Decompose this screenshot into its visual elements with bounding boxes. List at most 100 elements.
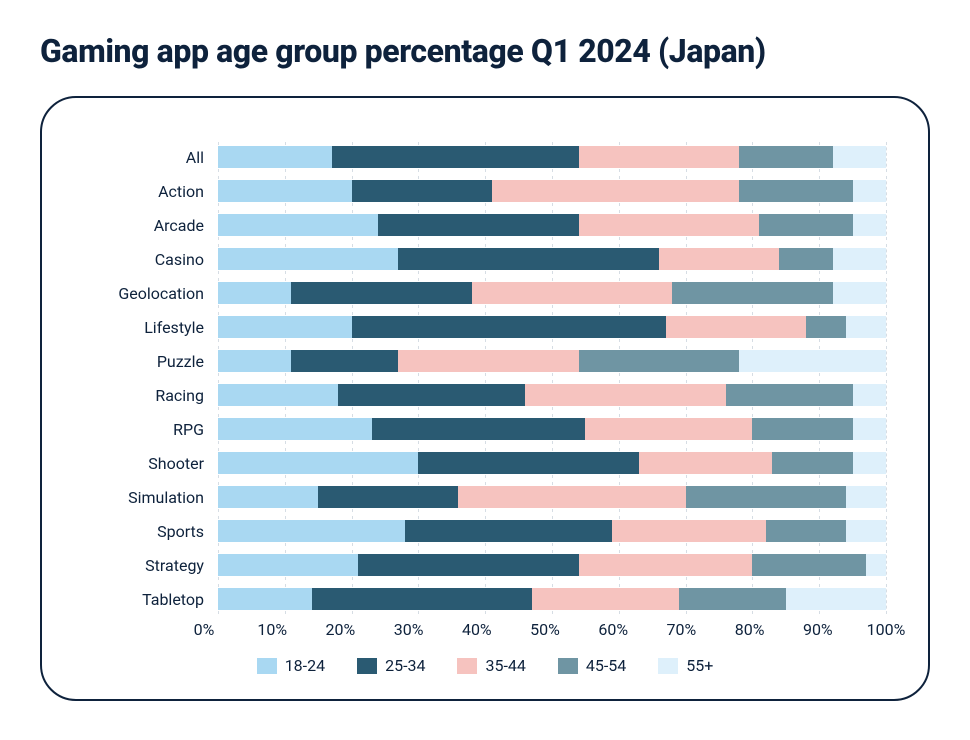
- stacked-bar: [218, 384, 886, 406]
- legend-item: 18-24: [257, 656, 325, 675]
- bar-segment-45-54: [759, 214, 853, 236]
- bar-segment-18-24: [218, 214, 378, 236]
- row-label: Geolocation: [84, 284, 218, 303]
- bar-segment-25-34: [418, 452, 638, 474]
- legend-label: 18-24: [285, 656, 325, 675]
- stacked-bar: [218, 486, 886, 508]
- legend-label: 45-54: [586, 656, 626, 675]
- bar-segment-35-44: [579, 554, 753, 576]
- row-label: Action: [84, 182, 218, 201]
- bar-segment-55+: [833, 248, 886, 270]
- bar-segment-25-34: [318, 486, 458, 508]
- bar-segment-35-44: [525, 384, 725, 406]
- row-label: Lifestyle: [84, 318, 218, 337]
- legend-swatch: [457, 658, 477, 674]
- stacked-bar: [218, 214, 886, 236]
- row-label: Simulation: [84, 488, 218, 507]
- x-tick: 80%: [735, 620, 765, 639]
- row-track: [218, 214, 886, 236]
- x-tick: 70%: [667, 620, 697, 639]
- chart-area: All Action Arcade Casino Geolocation Lifestyl…: [84, 144, 886, 675]
- bar-segment-55+: [739, 350, 886, 372]
- bar-segment-45-54: [766, 520, 846, 542]
- chart-row: Racing: [84, 382, 886, 408]
- bar-segment-18-24: [218, 452, 418, 474]
- bar-segment-45-54: [726, 384, 853, 406]
- bar-segment-55+: [866, 554, 886, 576]
- stacked-bar: [218, 350, 886, 372]
- stacked-bar: [218, 554, 886, 576]
- stacked-bar: [218, 520, 886, 542]
- x-tick: 60%: [598, 620, 628, 639]
- chart-row: Simulation: [84, 484, 886, 510]
- row-track: [218, 520, 886, 542]
- legend-swatch: [658, 658, 678, 674]
- bar-segment-25-34: [312, 588, 532, 610]
- row-track: [218, 452, 886, 474]
- bar-segment-35-44: [612, 520, 766, 542]
- row-track: [218, 316, 886, 338]
- bar-segment-55+: [853, 214, 886, 236]
- chart-row: Strategy: [84, 552, 886, 578]
- chart-card: All Action Arcade Casino Geolocation Lifestyl…: [40, 96, 930, 701]
- row-label: Casino: [84, 250, 218, 269]
- legend-item: 35-44: [457, 656, 525, 675]
- row-track: [218, 180, 886, 202]
- bar-segment-25-34: [405, 520, 612, 542]
- chart-row: Lifestyle: [84, 314, 886, 340]
- row-label: Arcade: [84, 216, 218, 235]
- x-tick: 40%: [462, 620, 492, 639]
- row-track: [218, 486, 886, 508]
- bar-segment-55+: [853, 180, 886, 202]
- bar-segment-18-24: [218, 520, 405, 542]
- bar-segment-25-34: [352, 180, 492, 202]
- chart-title: Gaming app age group percentage Q1 2024 …: [40, 32, 930, 70]
- bar-segment-18-24: [218, 180, 352, 202]
- x-tick: 90%: [803, 620, 833, 639]
- bar-segment-55+: [786, 588, 886, 610]
- row-label: All: [84, 148, 218, 167]
- bar-segment-35-44: [585, 418, 752, 440]
- legend-label: 35-44: [485, 656, 525, 675]
- bar-segment-45-54: [779, 248, 832, 270]
- x-axis: 0%10%20%30%40%50%60%70%80%90%100%: [204, 620, 886, 642]
- bar-segment-25-34: [332, 146, 579, 168]
- bar-segment-45-54: [752, 554, 866, 576]
- bar-segment-25-34: [352, 316, 666, 338]
- legend-item: 45-54: [558, 656, 626, 675]
- chart-row: All: [84, 144, 886, 170]
- bar-segment-55+: [846, 486, 886, 508]
- bar-segment-18-24: [218, 554, 358, 576]
- bar-segment-25-34: [338, 384, 525, 406]
- legend-item: 25-34: [357, 656, 425, 675]
- x-tick: 0%: [194, 620, 215, 639]
- bar-segment-18-24: [218, 350, 291, 372]
- legend-label: 25-34: [385, 656, 425, 675]
- legend: 18-2425-3435-4445-5455+: [84, 656, 886, 675]
- bar-segment-18-24: [218, 418, 372, 440]
- row-label: Shooter: [84, 454, 218, 473]
- bar-segment-45-54: [679, 588, 786, 610]
- row-label: Puzzle: [84, 352, 218, 371]
- stacked-bar: [218, 282, 886, 304]
- bar-segment-35-44: [458, 486, 685, 508]
- bar-segment-18-24: [218, 282, 291, 304]
- x-axis-row: 0%10%20%30%40%50%60%70%80%90%100%: [84, 620, 886, 642]
- bar-segment-45-54: [672, 282, 832, 304]
- legend-swatch: [558, 658, 578, 674]
- chart-row: Action: [84, 178, 886, 204]
- row-track: [218, 248, 886, 270]
- stacked-bar: [218, 418, 886, 440]
- row-track: [218, 554, 886, 576]
- row-track: [218, 418, 886, 440]
- x-tick: 30%: [394, 620, 424, 639]
- bar-segment-35-44: [659, 248, 779, 270]
- bar-segment-35-44: [579, 146, 739, 168]
- bar-segment-35-44: [579, 214, 759, 236]
- stacked-bar: [218, 180, 886, 202]
- bar-segment-45-54: [579, 350, 739, 372]
- chart-row: Arcade: [84, 212, 886, 238]
- stacked-bar: [218, 248, 886, 270]
- bar-segment-25-34: [372, 418, 586, 440]
- bar-segment-25-34: [358, 554, 578, 576]
